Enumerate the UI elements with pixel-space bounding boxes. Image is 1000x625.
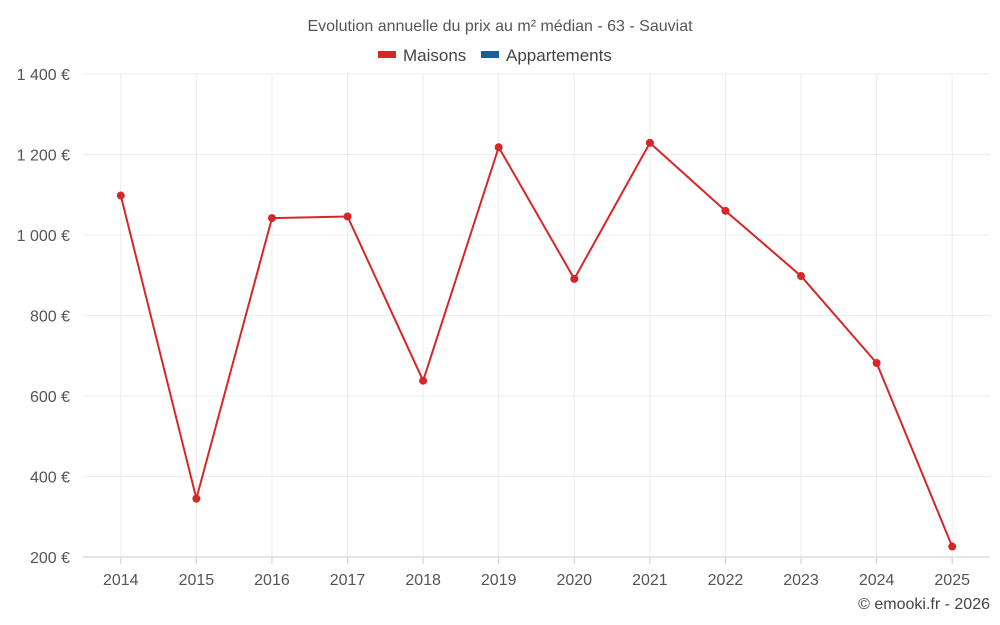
credit-text: © emooki.fr - 2026 bbox=[858, 596, 990, 613]
data-point[interactable] bbox=[948, 542, 957, 551]
y-tick-label: 600 € bbox=[30, 389, 70, 406]
legend-item-maisons[interactable]: Maisons bbox=[378, 46, 466, 65]
y-tick-label: 400 € bbox=[30, 470, 70, 487]
data-point[interactable] bbox=[267, 214, 276, 223]
y-tick-label: 1 000 € bbox=[17, 228, 70, 245]
data-point[interactable] bbox=[570, 274, 579, 283]
data-point[interactable] bbox=[645, 138, 654, 147]
x-axis-ticks: 2014 2015 2016 2017 2018 2019 2020 2021 2022 2023… bbox=[103, 557, 970, 589]
x-tick-label: 2024 bbox=[859, 572, 895, 589]
legend-label-appartements: Appartements bbox=[506, 46, 612, 65]
grid bbox=[83, 73, 990, 558]
x-tick-label: 2022 bbox=[708, 572, 744, 589]
legend-swatch-appartements bbox=[481, 51, 499, 58]
x-tick-label: 2019 bbox=[481, 572, 517, 589]
y-tick-label: 1 400 € bbox=[17, 67, 70, 84]
legend: Maisons Appartements bbox=[378, 46, 612, 65]
x-tick-label: 2014 bbox=[103, 572, 139, 589]
data-point[interactable] bbox=[721, 206, 730, 215]
data-point[interactable] bbox=[797, 272, 806, 281]
x-tick-label: 2016 bbox=[254, 572, 290, 589]
y-tick-label: 200 € bbox=[30, 550, 70, 567]
data-point[interactable] bbox=[872, 358, 881, 367]
x-tick-label: 2017 bbox=[330, 572, 366, 589]
series-maisons bbox=[116, 138, 957, 551]
legend-item-appartements[interactable]: Appartements bbox=[481, 46, 612, 65]
y-axis-ticks: 200 € 400 € 600 € 800 € 1 000 € 1 200 € 1 400 … bbox=[17, 67, 70, 567]
data-point[interactable] bbox=[419, 376, 428, 385]
data-point[interactable] bbox=[192, 494, 201, 503]
data-point[interactable] bbox=[116, 191, 125, 200]
legend-label-maisons: Maisons bbox=[403, 46, 466, 65]
x-tick-label: 2021 bbox=[632, 572, 668, 589]
y-tick-label: 1 200 € bbox=[17, 148, 70, 165]
data-point[interactable] bbox=[494, 143, 503, 152]
x-tick-label: 2023 bbox=[783, 572, 819, 589]
series-line-maisons bbox=[119, 141, 954, 547]
legend-swatch-maisons bbox=[378, 51, 396, 58]
x-tick-label: 2018 bbox=[405, 572, 441, 589]
y-tick-label: 800 € bbox=[30, 309, 70, 326]
x-tick-label: 2025 bbox=[934, 572, 970, 589]
chart-title: Evolution annuelle du prix au m² médian … bbox=[307, 18, 693, 35]
x-tick-label: 2015 bbox=[179, 572, 215, 589]
data-point[interactable] bbox=[343, 212, 352, 221]
x-tick-label: 2020 bbox=[556, 572, 592, 589]
